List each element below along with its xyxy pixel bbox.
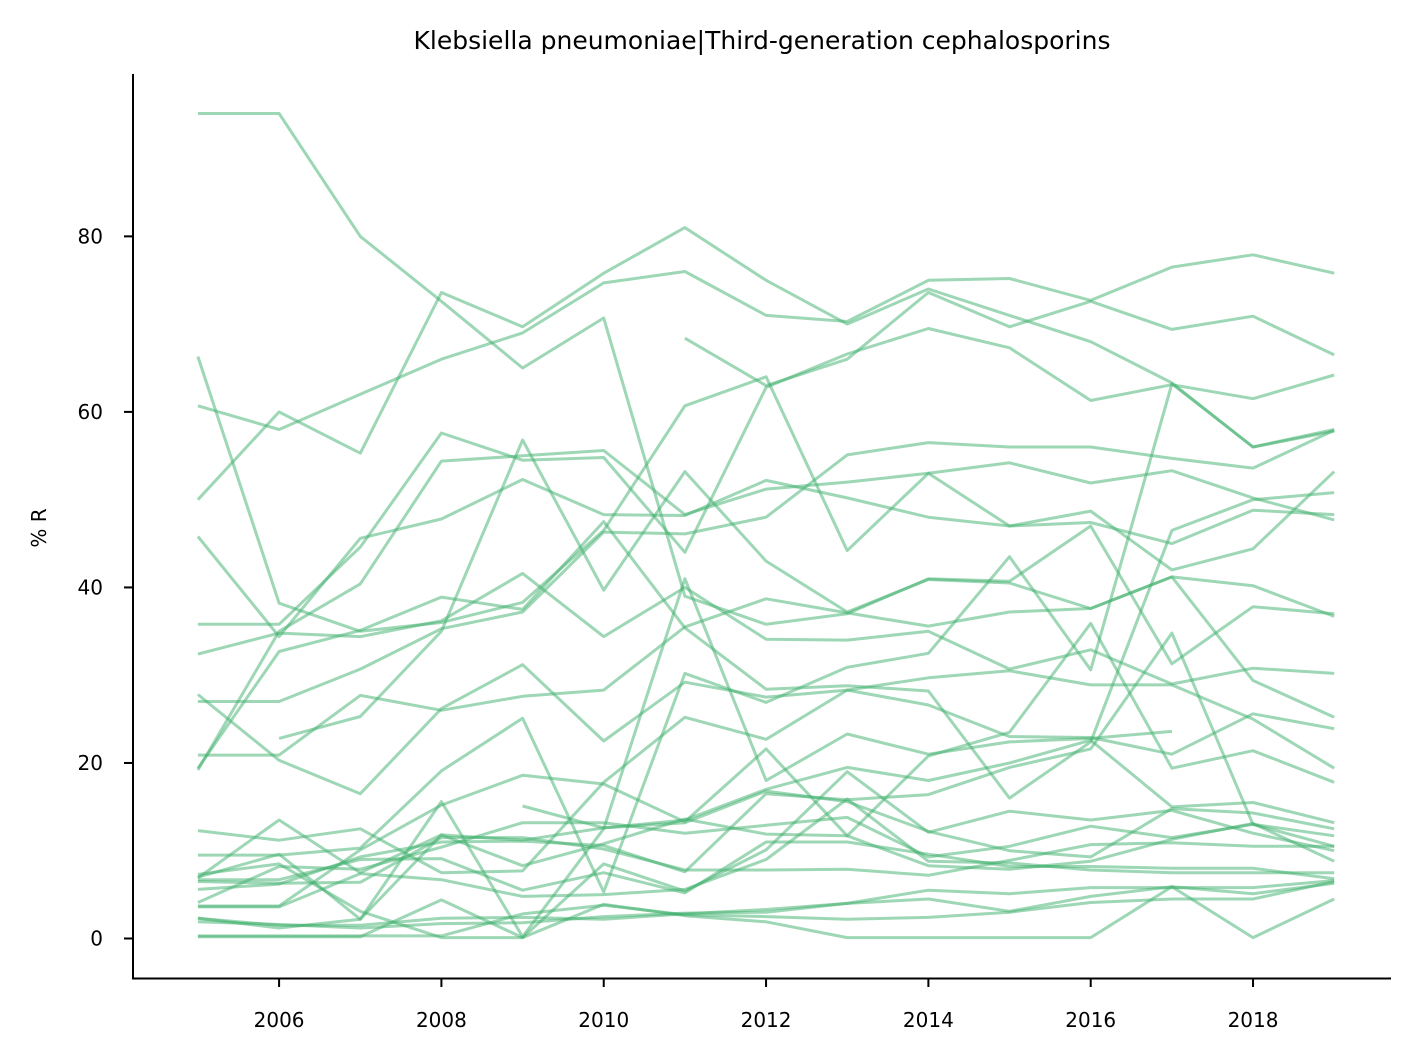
x-tick-label: 2014 <box>903 1008 954 1032</box>
x-tick-label: 2008 <box>416 1008 467 1032</box>
x-tick-label: 2012 <box>741 1008 792 1032</box>
series-line-31 <box>197 770 1335 940</box>
series-line-6 <box>196 470 1336 639</box>
y-axis-ticks: 0 20 40 60 80 <box>78 224 133 951</box>
series-line-25 <box>197 840 1335 895</box>
series-line-4 <box>196 356 1335 633</box>
y-tick-label: 80 <box>78 224 103 248</box>
series-line-21 <box>197 815 1335 904</box>
series-line-26 <box>197 797 1335 909</box>
series-line-15 <box>197 669 1335 875</box>
series-group <box>196 112 1336 940</box>
series-line-3 <box>197 253 1335 431</box>
series-line-2 <box>196 226 1335 501</box>
x-tick-label: 2006 <box>254 1008 305 1032</box>
x-tick-label: 2016 <box>1065 1008 1116 1032</box>
series-line-30 <box>197 880 1335 938</box>
x-tick-label: 2018 <box>1228 1008 1279 1032</box>
series-line-28 <box>197 881 1335 930</box>
series-line-19 <box>197 738 1335 880</box>
y-tick-label: 0 <box>90 927 103 951</box>
series-line-16 <box>197 382 1335 894</box>
series-line-1 <box>197 112 1335 666</box>
series-line-7 <box>196 449 1335 771</box>
series-line-8 <box>197 327 1335 626</box>
series-line-29 <box>197 885 1335 940</box>
series-line-13 <box>197 575 1335 757</box>
y-axis-label: % R <box>27 508 51 547</box>
series-line-14 <box>196 491 1335 800</box>
x-tick-label: 2010 <box>578 1008 629 1032</box>
series-line-24 <box>197 836 1335 885</box>
series-line-10 <box>196 663 1335 796</box>
series-line-22 <box>197 817 1335 930</box>
series-line-23 <box>522 789 1335 859</box>
y-tick-label: 60 <box>78 400 103 424</box>
series-line-20 <box>197 631 1335 891</box>
series-line-12 <box>197 428 1335 703</box>
series-line-5 <box>684 291 1335 388</box>
series-line-17 <box>197 621 1335 908</box>
y-tick-label: 20 <box>78 751 103 775</box>
chart-title: Klebsiella pneumoniae|Third-generation c… <box>414 26 1111 55</box>
x-axis-ticks: 2006 2008 2010 2012 2014 2016 2018 <box>254 978 1279 1032</box>
y-tick-label: 40 <box>78 575 103 599</box>
